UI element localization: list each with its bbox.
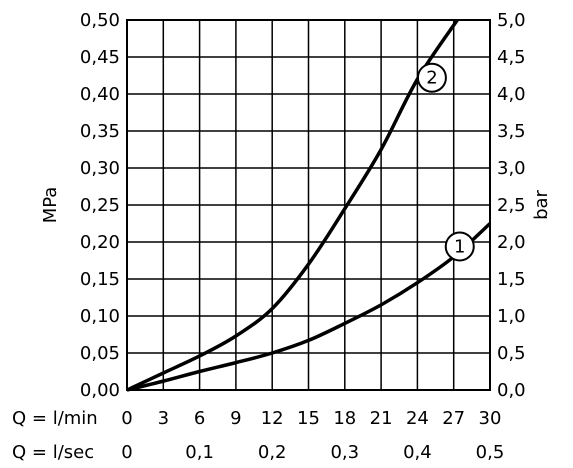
y-right-tick-label: 4,0 [497, 84, 526, 105]
series-markers: 12 [416, 62, 475, 262]
x-tick-label: 30 [479, 408, 502, 429]
y-left-tick-label: 0,20 [80, 232, 120, 253]
x-tick-label: 3 [158, 408, 169, 429]
x-row-label: Q = l/sec [12, 442, 94, 463]
x-row-label: Q = l/min [12, 408, 98, 429]
y-right-tick-label: 1,0 [497, 306, 526, 327]
y-axis-right-title: bar [531, 189, 552, 219]
series-1-line [126, 222, 492, 392]
x-tick-label: 0 [121, 408, 132, 429]
marker-circle [416, 62, 447, 93]
y-left-tick-label: 0,40 [80, 84, 120, 105]
y-right-tick-label: 3,0 [497, 158, 526, 179]
y-right-tick-labels: 0,0 0,5 1,0 1,5 2,0 2,5 3,0 3,5 4,0 4,5 5,0 [497, 10, 526, 401]
x-tick-label: 0 [121, 442, 132, 463]
y-left-tick-label: 0,50 [80, 10, 120, 31]
y-right-tick-label: 2,0 [497, 232, 526, 253]
y-left-tick-label: 0,10 [80, 306, 120, 327]
x-tick-label: 18 [333, 408, 356, 429]
y-left-tick-label: 0,25 [80, 195, 120, 216]
marker-label: 2 [426, 68, 437, 89]
marker-circle [444, 231, 475, 262]
y-right-tick-label: 4,5 [497, 47, 526, 68]
y-left-tick-labels: 0,00 0,05 0,10 0,15 0,20 0,25 0,30 0,35 0,40 0,45… [80, 10, 120, 401]
series-marker-1: 1 [444, 231, 475, 262]
plot-frame [126, 19, 491, 391]
x-tick-label: 0,2 [258, 442, 287, 463]
x-tick-label: 15 [297, 408, 320, 429]
x-tick-label: 9 [230, 408, 241, 429]
x-tick-label: 6 [194, 408, 205, 429]
x-tick-label: 27 [442, 408, 465, 429]
x-axis-rows: Q = l/min 0 3 6 9 12 15 18 21 24 27 30 Q = l/sec 0 0,1… [12, 408, 504, 463]
y-left-tick-label: 0,35 [80, 121, 120, 142]
series-layer [126, 19, 492, 392]
x-tick-label: 0,3 [330, 442, 359, 463]
y-left-tick-label: 0,05 [80, 343, 120, 364]
series-2-line [126, 19, 459, 392]
x-tick-label: 12 [261, 408, 284, 429]
x-tick-label: 0,1 [185, 442, 214, 463]
y-left-tick-label: 0,00 [80, 380, 120, 401]
marker-label: 1 [454, 236, 465, 257]
x-tick-label: 0,4 [403, 442, 432, 463]
x-tick-label: 21 [370, 408, 393, 429]
y-left-tick-label: 0,30 [80, 158, 120, 179]
y-right-tick-label: 1,5 [497, 269, 526, 290]
y-right-tick-label: 5,0 [497, 10, 526, 31]
y-right-tick-label: 2,5 [497, 195, 526, 216]
series-marker-2: 2 [416, 62, 447, 93]
y-left-tick-label: 0,45 [80, 47, 120, 68]
x-tick-label: 24 [406, 408, 429, 429]
y-left-tick-label: 0,15 [80, 269, 120, 290]
y-right-tick-label: 3,5 [497, 121, 526, 142]
y-axis-left-title: MPa [40, 187, 61, 224]
y-right-tick-label: 0,5 [497, 343, 526, 364]
y-right-tick-label: 0,0 [497, 380, 526, 401]
x-tick-label: 0,5 [476, 442, 505, 463]
